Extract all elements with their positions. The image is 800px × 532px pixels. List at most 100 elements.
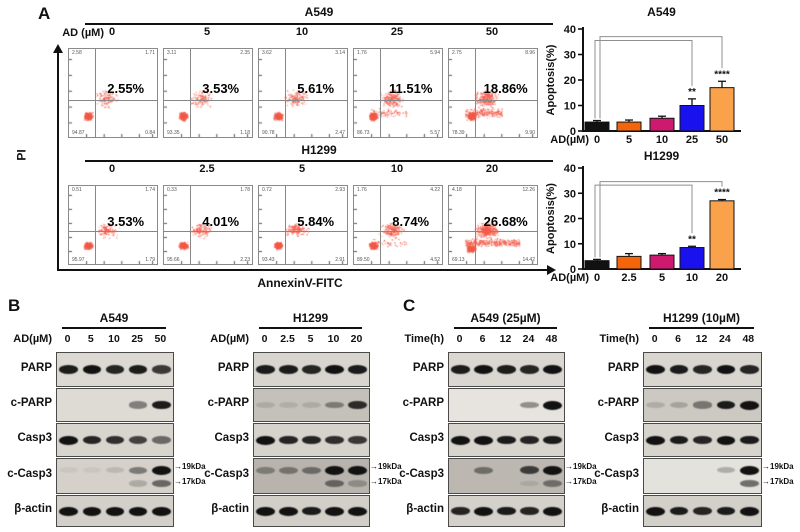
dose-axis-label: AD (µM)	[62, 27, 104, 39]
flow-dose-label: 50	[485, 26, 499, 38]
blot-group-rule	[454, 327, 557, 329]
blot-group-rule	[62, 327, 166, 329]
protein-band	[59, 467, 78, 474]
a549-group-rule	[85, 23, 553, 25]
blot-lane-label: 0	[456, 333, 463, 345]
quadrant-value-ur: 8.96	[525, 50, 535, 56]
protein-band	[693, 506, 712, 516]
quadrant-line-vertical	[475, 186, 477, 264]
blot-row-label: Casp3	[17, 432, 52, 444]
flow-scatter-canvas	[164, 186, 252, 264]
quadrant-value-ur: 12.26	[522, 187, 535, 193]
protein-band	[279, 402, 298, 408]
y-tick-label: 20	[564, 214, 576, 226]
quadrant-value-lr: 2.47	[335, 130, 345, 136]
bar	[584, 121, 610, 132]
panel-c-label: C	[403, 296, 416, 315]
blot-box	[643, 495, 762, 527]
protein-band	[520, 466, 539, 475]
kda-marker-label: →17kDa	[565, 477, 597, 486]
blot-lane-label: 48	[545, 333, 558, 345]
kda-marker-label: →17kDa	[370, 477, 402, 486]
protein-band	[739, 465, 759, 475]
blot-lane-label: 0	[261, 333, 268, 345]
blot-box	[448, 458, 565, 494]
protein-band	[105, 365, 125, 374]
protein-band	[348, 465, 367, 475]
x-tick-label: 5	[659, 272, 665, 284]
quadrant-value-ll: 93.43	[262, 257, 275, 263]
protein-band	[739, 435, 759, 445]
quadrant-value-ur: 2.35	[240, 50, 250, 56]
quadrant-value-ul: 4.18	[452, 187, 462, 193]
protein-band	[716, 365, 736, 374]
quadrant-line-horizontal	[259, 100, 347, 102]
y-axis-label: Apoptosis(%)	[545, 44, 557, 115]
blot-group-title: H1299 (10µM)	[663, 311, 740, 325]
protein-band	[739, 365, 759, 374]
blot-lane-label: 48	[742, 333, 755, 345]
blot-lane-label: 0	[64, 333, 71, 345]
protein-band	[520, 401, 539, 409]
y-tick-label: 40	[564, 24, 576, 36]
protein-band	[348, 365, 367, 374]
blot-box	[253, 458, 370, 494]
blot-lane-label: 0	[651, 333, 658, 345]
kda-marker-label: →19kDa	[762, 462, 794, 471]
chart-title: H1299	[644, 149, 680, 163]
protein-band	[128, 466, 148, 474]
flow-scatter-canvas	[449, 49, 537, 137]
flow-dose-label: 25	[390, 26, 404, 38]
protein-band	[543, 400, 562, 410]
flow-scatter-canvas	[259, 49, 347, 137]
protein-band	[716, 506, 736, 516]
blot-box	[448, 423, 565, 457]
protein-band	[451, 435, 470, 445]
protein-band	[82, 435, 102, 445]
blot-row-label: PARP	[607, 361, 639, 374]
flow-scatter-canvas	[164, 49, 252, 137]
quadrant-line-vertical	[190, 186, 192, 264]
kda-marker-label: →17kDa	[174, 477, 206, 486]
blot-row-label: β-actin	[406, 503, 444, 515]
protein-band	[256, 506, 275, 516]
quadrant-value-ll: 78.39	[452, 130, 465, 136]
y-tick-label: 40	[564, 163, 576, 175]
blot-row-label: PARP	[20, 361, 52, 374]
x-tick-label: 10	[656, 134, 668, 146]
protein-band	[59, 506, 78, 516]
protein-band	[646, 365, 666, 374]
protein-band	[474, 365, 493, 374]
quadrant-value-ll: 89.50	[357, 257, 370, 263]
pi-axis-line	[57, 52, 59, 271]
protein-band	[739, 400, 759, 410]
protein-band	[152, 506, 171, 516]
quadrant-value-ll: 94.87	[72, 130, 85, 136]
quadrant-value-ul: 3.11	[167, 50, 177, 56]
flow-scatter-canvas	[69, 49, 157, 137]
protein-band	[325, 435, 344, 445]
blot-group-rule	[259, 327, 362, 329]
blot-lane-label: 50	[154, 333, 167, 345]
flow-dose-label: 10	[390, 163, 404, 175]
flow-scatter-canvas	[354, 186, 442, 264]
quadrant-line-horizontal	[354, 231, 442, 233]
quadrant-value-ul: 3.62	[262, 50, 272, 56]
quadrant-line-vertical	[95, 49, 97, 137]
x-tick-label: 20	[716, 272, 728, 284]
blot-lane-label: 2.5	[280, 333, 295, 345]
protein-band	[348, 506, 367, 516]
quadrant-value-ll: 95.66	[167, 257, 180, 263]
blot-box	[56, 352, 174, 387]
x-tick-label: 0	[594, 272, 600, 284]
quadrant-line-vertical	[190, 49, 192, 137]
y-tick-label: 30	[564, 50, 576, 62]
protein-band	[716, 400, 736, 410]
x-tick-label: 10	[686, 272, 698, 284]
significance-bracket	[599, 36, 723, 119]
significance-bracket	[594, 184, 693, 258]
y-tick-label: 0	[570, 264, 576, 276]
blot-condition-label: AD(µM)	[13, 333, 52, 345]
blot-row-label: c-Casp3	[204, 468, 249, 480]
quadrant-line-horizontal	[69, 231, 157, 233]
